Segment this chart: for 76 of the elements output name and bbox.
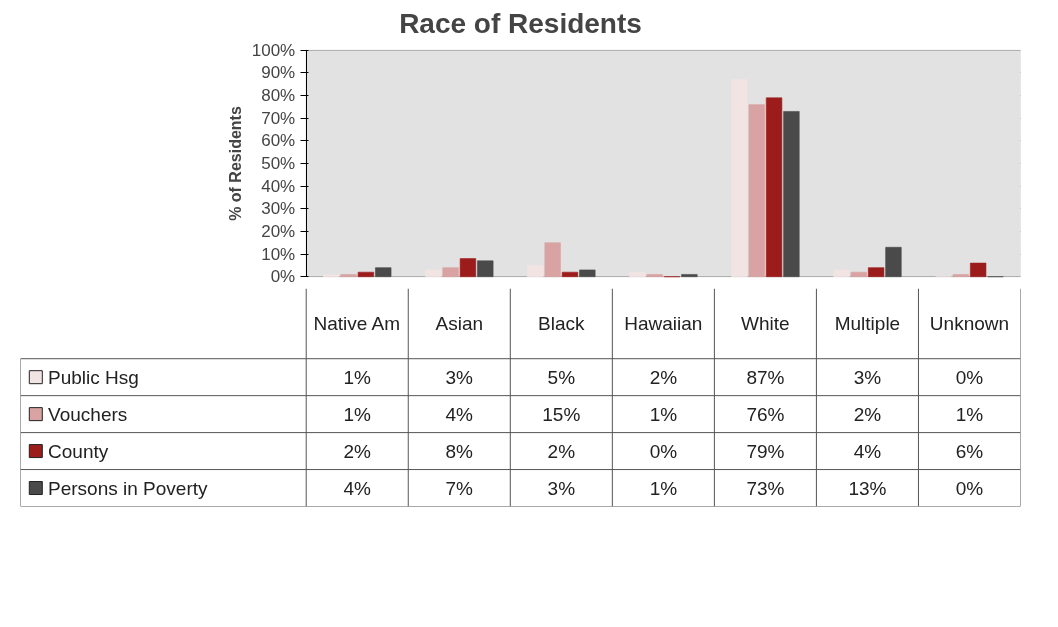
bar (477, 260, 494, 278)
data-label: 87% (746, 366, 785, 388)
bar (681, 274, 698, 278)
bar (646, 274, 663, 278)
data-label: 2% (547, 440, 576, 462)
y-tick-label: 20% (261, 221, 296, 241)
bar (357, 271, 375, 278)
bar (425, 269, 442, 278)
data-label: 4% (853, 440, 882, 462)
bar (748, 104, 765, 278)
chart-title: Race of Residents (399, 7, 642, 39)
bar (868, 267, 885, 278)
bar (850, 271, 867, 278)
legend-label: Vouchers (48, 403, 128, 425)
bar (765, 97, 783, 278)
x-tick-label: Multiple (834, 313, 901, 335)
y-tick-label: 60% (261, 131, 296, 151)
y-tick-label: 10% (261, 244, 296, 264)
bar (579, 269, 596, 278)
bar (459, 258, 477, 278)
y-tick-label: 100% (251, 40, 296, 60)
data-label: 4% (445, 403, 474, 425)
y-tick-label: 70% (261, 108, 296, 128)
x-tick-label: Hawaiian (624, 313, 703, 335)
data-label: 2% (853, 403, 882, 425)
x-tick-label: White (741, 313, 790, 335)
data-label: 1% (343, 366, 372, 388)
data-label: 13% (848, 477, 887, 499)
bar (952, 274, 969, 278)
x-tick-label: Native Am (313, 313, 401, 335)
data-label: 0% (649, 440, 678, 462)
bar (375, 267, 392, 278)
data-label: 4% (343, 477, 372, 499)
data-label: 76% (746, 403, 785, 425)
y-tick-label: 90% (261, 63, 296, 83)
data-label: 15% (542, 403, 581, 425)
data-label: 79% (746, 440, 785, 462)
y-tick-label: 40% (261, 176, 296, 196)
bar (561, 271, 579, 278)
legend-label: County (48, 440, 109, 462)
bar (340, 274, 357, 278)
y-axis-title: % of Residents (227, 106, 245, 221)
bar (783, 111, 800, 278)
bar (731, 79, 748, 278)
data-label: 7% (445, 477, 474, 499)
y-tick-label: 0% (270, 267, 296, 287)
data-label: 2% (649, 366, 678, 388)
bar (629, 271, 646, 278)
data-label: 1% (649, 403, 678, 425)
y-tick-label: 50% (261, 154, 296, 173)
y-tick-label: 30% (261, 199, 296, 219)
data-label: 3% (853, 366, 882, 388)
x-tick-label: Unknown (929, 313, 1010, 335)
data-label: 8% (445, 440, 474, 462)
bar (970, 262, 987, 278)
data-label: 5% (547, 366, 576, 388)
bar (833, 269, 850, 278)
data-label: 0% (955, 477, 984, 499)
bar (885, 246, 902, 278)
data-label: 3% (547, 477, 576, 499)
data-label: 3% (445, 366, 474, 388)
data-label: 1% (649, 477, 678, 499)
data-label: 73% (746, 477, 785, 499)
data-label: 0% (955, 366, 984, 388)
data-label: 1% (343, 403, 372, 425)
y-tick-label: 80% (261, 86, 296, 106)
x-tick-label: Asian (435, 313, 484, 335)
data-label: 6% (955, 440, 984, 462)
x-tick-label: Black (538, 313, 586, 335)
bar (544, 242, 561, 278)
data-label: 2% (343, 440, 372, 462)
legend-label: Public Hsg (48, 366, 139, 388)
legend-label: Persons in Poverty (48, 477, 209, 499)
bar (442, 267, 459, 278)
bar (527, 265, 544, 278)
data-label: 1% (955, 403, 984, 425)
